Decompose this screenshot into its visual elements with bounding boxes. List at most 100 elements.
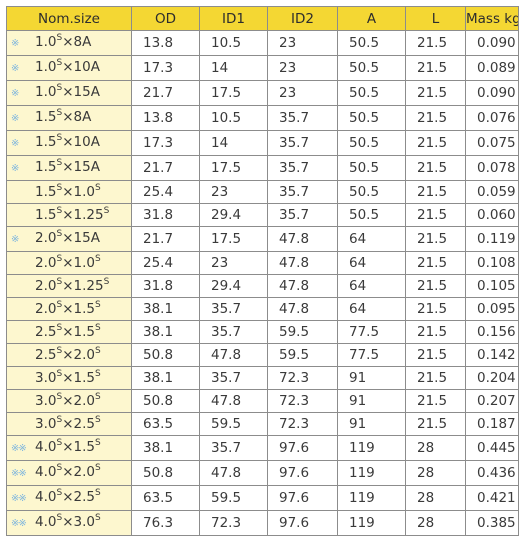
table-row: ※ 1.5S×8A 13.8 10.5 35.7 50.5 21.5 0.076 — [6, 105, 519, 131]
id2-cell: 72.3 — [267, 366, 338, 390]
nom-size-value: 1.5S×1.0S — [35, 183, 101, 201]
table-row: ※ 1.0S×15A 21.7 17.5 23 50.5 21.5 0.090 — [6, 80, 519, 106]
nom-size-cell: 1.5S×1.0S — [6, 180, 132, 204]
mass-cell: 0.105 — [465, 274, 519, 298]
nom-size-value: 4.0S×3.0S — [35, 513, 101, 531]
asterisk-mark-icon: ※ — [11, 163, 19, 174]
id1-cell: 10.5 — [199, 30, 268, 56]
l-cell: 21.5 — [405, 412, 466, 436]
nom-size-cell: 2.5S×2.0S — [6, 343, 132, 367]
id1-cell: 14 — [199, 55, 268, 81]
nom-size-cell: ※※ 4.0S×3.0S — [6, 510, 132, 536]
asterisk-mark-icon: ※ — [11, 234, 19, 245]
nom-size-cell: ※※ 4.0S×2.5S — [6, 485, 132, 511]
id1-cell: 59.5 — [199, 412, 268, 436]
id2-cell: 47.8 — [267, 274, 338, 298]
table-row: 2.5S×2.0S 50.8 47.8 59.5 77.5 21.5 0.142 — [6, 343, 519, 367]
id1-cell: 47.8 — [199, 343, 268, 367]
od-cell: 13.8 — [131, 105, 200, 131]
header-a: A — [337, 6, 406, 31]
nom-size-cell: ※ 2.0S×15A — [6, 226, 132, 252]
asterisk-mark-icon: ※ — [11, 113, 19, 124]
a-cell: 50.5 — [337, 180, 406, 204]
nom-size-value: 1.5S×15A — [35, 158, 100, 176]
id2-cell: 59.5 — [267, 343, 338, 367]
nom-size-value: 2.5S×2.0S — [35, 346, 101, 364]
a-cell: 50.5 — [337, 55, 406, 81]
table-row: 3.0S×2.5S 63.5 59.5 72.3 91 21.5 0.187 — [6, 412, 519, 436]
table-row: ※※ 4.0S×2.0S 50.8 47.8 97.6 119 28 0.436 — [6, 460, 519, 486]
id1-cell: 17.5 — [199, 80, 268, 106]
nom-size-value: 4.0S×1.5S — [35, 438, 101, 456]
nom-size-value: 2.5S×1.5S — [35, 323, 101, 341]
id2-cell: 35.7 — [267, 130, 338, 156]
a-cell: 50.5 — [337, 130, 406, 156]
od-cell: 50.8 — [131, 460, 200, 486]
asterisk-mark-icon: ※ — [11, 63, 19, 74]
l-cell: 21.5 — [405, 366, 466, 390]
id1-cell: 35.7 — [199, 435, 268, 461]
nom-size-cell: ※ 1.0S×10A — [6, 55, 132, 81]
od-cell: 25.4 — [131, 251, 200, 275]
header-mass: Mass kg — [465, 6, 519, 31]
l-cell: 28 — [405, 510, 466, 536]
header-l: L — [405, 6, 466, 31]
nom-size-cell: ※ 1.5S×8A — [6, 105, 132, 131]
mass-cell: 0.059 — [465, 180, 519, 204]
id1-cell: 35.7 — [199, 320, 268, 344]
a-cell: 50.5 — [337, 30, 406, 56]
table-row: 1.5S×1.25S 31.8 29.4 35.7 50.5 21.5 0.060 — [6, 203, 519, 227]
table-row: 2.0S×1.5S 38.1 35.7 47.8 64 21.5 0.095 — [6, 297, 519, 321]
table-row: 2.0S×1.25S 31.8 29.4 47.8 64 21.5 0.105 — [6, 274, 519, 298]
a-cell: 119 — [337, 435, 406, 461]
mass-cell: 0.436 — [465, 460, 519, 486]
l-cell: 21.5 — [405, 226, 466, 252]
od-cell: 13.8 — [131, 30, 200, 56]
nom-size-cell: ※※ 4.0S×1.5S — [6, 435, 132, 461]
id1-cell: 14 — [199, 130, 268, 156]
id2-cell: 97.6 — [267, 435, 338, 461]
od-cell: 21.7 — [131, 155, 200, 181]
asterisk-mark-icon: ※※ — [11, 518, 27, 529]
l-cell: 21.5 — [405, 180, 466, 204]
od-cell: 38.1 — [131, 320, 200, 344]
table-row: 1.5S×1.0S 25.4 23 35.7 50.5 21.5 0.059 — [6, 180, 519, 204]
mass-cell: 0.090 — [465, 30, 519, 56]
a-cell: 50.5 — [337, 80, 406, 106]
id1-cell: 29.4 — [199, 203, 268, 227]
a-cell: 119 — [337, 485, 406, 511]
table-body: ※ 1.0S×8A 13.8 10.5 23 50.5 21.5 0.090 ※ 1.0S×10A… — [6, 30, 519, 536]
l-cell: 28 — [405, 460, 466, 486]
id1-cell: 59.5 — [199, 485, 268, 511]
mass-cell: 0.119 — [465, 226, 519, 252]
table-row: ※ 1.0S×8A 13.8 10.5 23 50.5 21.5 0.090 — [6, 30, 519, 56]
nom-size-value: 1.5S×8A — [35, 108, 92, 126]
l-cell: 21.5 — [405, 80, 466, 106]
nom-size-value: 1.0S×15A — [35, 83, 100, 101]
dimension-table: Nom.size OD ID1 ID2 A L Mass kg ※ 1.0S×8A… — [6, 6, 519, 536]
id2-cell: 72.3 — [267, 412, 338, 436]
mass-cell: 0.060 — [465, 203, 519, 227]
id2-cell: 23 — [267, 80, 338, 106]
id2-cell: 59.5 — [267, 320, 338, 344]
l-cell: 28 — [405, 435, 466, 461]
id1-cell: 35.7 — [199, 297, 268, 321]
mass-cell: 0.421 — [465, 485, 519, 511]
mass-cell: 0.207 — [465, 389, 519, 413]
nom-size-cell: 2.0S×1.0S — [6, 251, 132, 275]
l-cell: 21.5 — [405, 55, 466, 81]
od-cell: 63.5 — [131, 412, 200, 436]
nom-size-value: 3.0S×2.0S — [35, 392, 101, 410]
l-cell: 21.5 — [405, 203, 466, 227]
id1-cell: 10.5 — [199, 105, 268, 131]
header-id1: ID1 — [199, 6, 268, 31]
l-cell: 21.5 — [405, 251, 466, 275]
table-row: 2.0S×1.0S 25.4 23 47.8 64 21.5 0.108 — [6, 251, 519, 275]
table-row: ※※ 4.0S×1.5S 38.1 35.7 97.6 119 28 0.445 — [6, 435, 519, 461]
id2-cell: 97.6 — [267, 485, 338, 511]
od-cell: 76.3 — [131, 510, 200, 536]
a-cell: 50.5 — [337, 155, 406, 181]
od-cell: 21.7 — [131, 80, 200, 106]
mass-cell: 0.078 — [465, 155, 519, 181]
nom-size-value: 1.0S×8A — [35, 33, 92, 51]
